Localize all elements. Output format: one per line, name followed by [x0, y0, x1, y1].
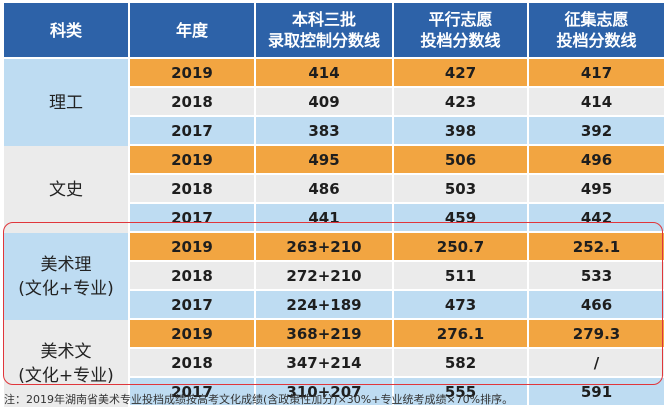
parallel-cell: 582: [394, 349, 529, 376]
collect-cell: 442: [580, 208, 613, 227]
control-cell: 441: [256, 204, 394, 231]
year-cell: 2017: [130, 378, 256, 405]
header-parallel-line-1: 平行志愿: [428, 10, 493, 29]
header-parallel-line-2: 投档分数线: [420, 31, 501, 50]
group-label-line-2: (文化+专业): [18, 278, 114, 299]
year-cell: 2018: [130, 175, 256, 202]
header-collect: 征集志愿 投档分数线: [529, 3, 664, 57]
parallel-cell: 473: [394, 291, 529, 318]
header-collect-line-1: 征集志愿: [564, 10, 629, 29]
score-table: 科类 年度 本科三批 录取控制分数线 平行志愿 投档分数线 征集志愿 投档分数线…: [4, 3, 664, 407]
collect-cell: 533: [580, 266, 613, 285]
control-cell: 414: [256, 59, 394, 86]
table-row: 2019 368+219 276.1 279.3: [130, 320, 664, 349]
parallel-cell: 427: [394, 59, 529, 86]
year-cell: 2019: [130, 233, 256, 260]
control-cell: 495: [256, 146, 394, 173]
group-label: 美术理 (文化+专业): [4, 233, 130, 320]
table-row: 2018 409 423 414: [130, 88, 664, 117]
parallel-cell: 276.1: [394, 320, 529, 347]
header-category-label: 科类: [49, 20, 82, 40]
group-label-line-1: 美术理: [40, 254, 92, 275]
table-row: 2017 383 398 392: [130, 117, 664, 146]
year-cell: 2018: [130, 262, 256, 289]
header-year-label: 年度: [175, 20, 208, 40]
parallel-cell: 423: [394, 88, 529, 115]
table-row: 2017 310+207 555 591: [130, 378, 664, 407]
header-control-line-1: 本科三批: [291, 10, 356, 29]
header-category: 科类: [4, 3, 130, 57]
header-collect-line-2: 投档分数线: [556, 31, 637, 50]
year-cell: 2017: [130, 204, 256, 231]
parallel-cell: 398: [394, 117, 529, 144]
control-cell: 368+219: [256, 320, 394, 347]
collect-cell: 414: [580, 92, 613, 111]
control-cell: 272+210: [256, 262, 394, 289]
year-cell: 2018: [130, 88, 256, 115]
year-cell: 2019: [130, 146, 256, 173]
footnote: 注：2019年湖南省美术专业投档成绩按高考文化成绩(含政策性加分)×30%+专业…: [4, 393, 514, 406]
collect-cell: 466: [580, 295, 613, 314]
collect-cell: /: [593, 353, 600, 372]
control-cell: 263+210: [256, 233, 394, 260]
group-label-line-1: 文史: [49, 179, 83, 200]
group-label: 美术文 (文化+专业): [4, 320, 130, 407]
collect-cell: 496: [580, 150, 613, 169]
header-control-line-2: 录取控制分数线: [267, 31, 380, 50]
group-science: 理工 2019 414 427 417 2018 409 423 414 201…: [4, 59, 664, 146]
collect-cell: 495: [580, 179, 613, 198]
parallel-cell: 503: [394, 175, 529, 202]
table-row: 2017 441 459 442: [130, 204, 664, 233]
header-parallel: 平行志愿 投档分数线: [394, 3, 529, 57]
parallel-cell: 555: [394, 378, 529, 405]
table-row: 2019 263+210 250.7 252.1: [130, 233, 664, 262]
header-control-line: 本科三批 录取控制分数线: [256, 3, 394, 57]
collect-cell: 417: [580, 63, 613, 82]
table-row: 2019 495 506 496: [130, 146, 664, 175]
table-row: 2017 224+189 473 466: [130, 291, 664, 320]
control-cell: 347+214: [256, 349, 394, 376]
collect-cell: 591: [580, 382, 613, 401]
table-row: 2018 272+210 511 533: [130, 262, 664, 291]
group-label-line-1: 美术文: [40, 341, 92, 362]
table-row: 2018 486 503 495: [130, 175, 664, 204]
table-header: 科类 年度 本科三批 录取控制分数线 平行志愿 投档分数线 征集志愿 投档分数线: [4, 3, 664, 59]
group-label-line-1: 理工: [49, 92, 83, 113]
control-cell: 224+189: [256, 291, 394, 318]
parallel-cell: 250.7: [394, 233, 529, 260]
control-cell: 383: [256, 117, 394, 144]
header-year: 年度: [130, 3, 256, 57]
control-cell: 486: [256, 175, 394, 202]
group-liberal-arts: 文史 2019 495 506 496 2018 486 503 495 201…: [4, 146, 664, 233]
group-label: 理工: [4, 59, 130, 146]
group-label-line-2: (文化+专业): [18, 365, 114, 386]
control-cell: 409: [256, 88, 394, 115]
year-cell: 2019: [130, 59, 256, 86]
collect-cell: 279.3: [572, 324, 621, 343]
group-art-science: 美术理 (文化+专业) 2019 263+210 250.7 252.1 201…: [4, 233, 664, 320]
year-cell: 2017: [130, 117, 256, 144]
collect-cell: 252.1: [572, 237, 621, 256]
parallel-cell: 459: [394, 204, 529, 231]
year-cell: 2018: [130, 349, 256, 376]
year-cell: 2019: [130, 320, 256, 347]
table-row: 2019 414 427 417: [130, 59, 664, 88]
group-art-liberal: 美术文 (文化+专业) 2019 368+219 276.1 279.3 201…: [4, 320, 664, 407]
group-label: 文史: [4, 146, 130, 233]
table-row: 2018 347+214 582 /: [130, 349, 664, 378]
collect-cell: 392: [580, 121, 613, 140]
parallel-cell: 511: [394, 262, 529, 289]
parallel-cell: 506: [394, 146, 529, 173]
control-cell: 310+207: [256, 378, 394, 405]
year-cell: 2017: [130, 291, 256, 318]
